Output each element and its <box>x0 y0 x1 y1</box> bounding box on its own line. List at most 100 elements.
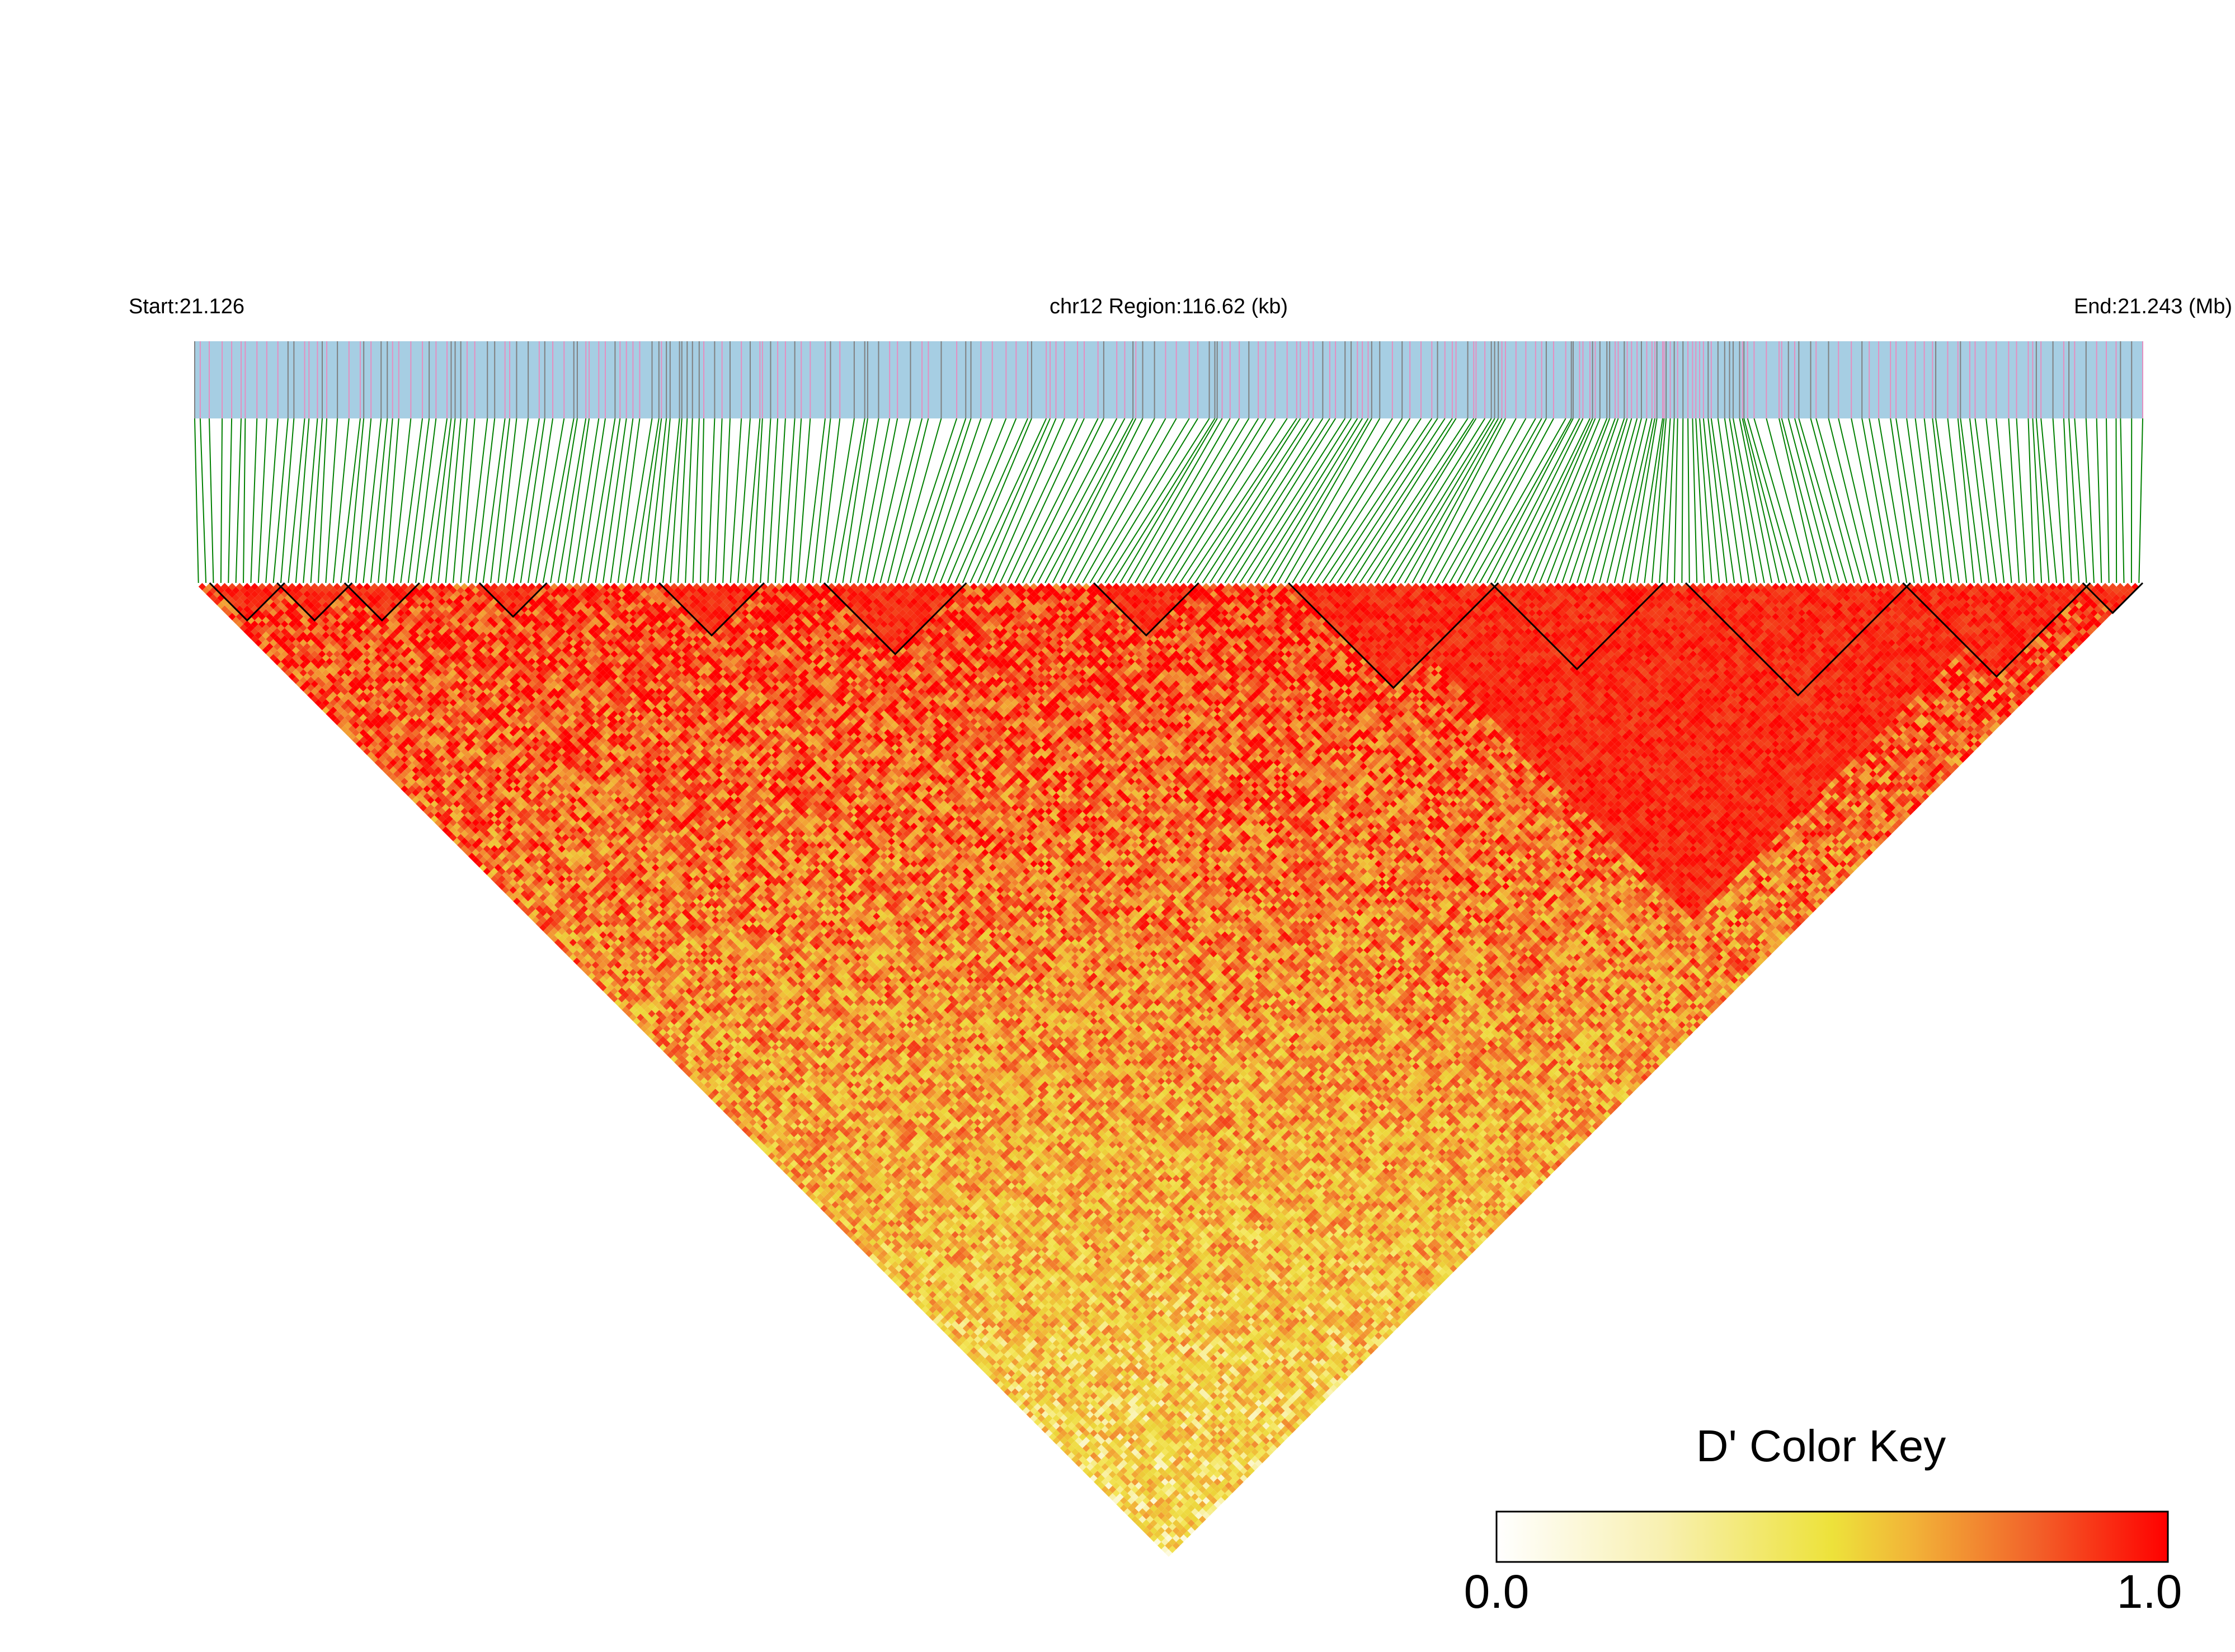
snp-connector <box>1828 418 1870 583</box>
ld-cell <box>861 1231 869 1239</box>
snp-connector <box>199 418 207 583</box>
ld-cell <box>344 714 352 722</box>
ld-cell <box>243 613 251 620</box>
ld-cell <box>1108 1493 1117 1501</box>
ld-cell <box>588 957 596 966</box>
snp-connector <box>992 418 1065 583</box>
ld-cell <box>389 774 397 782</box>
ld-cell <box>1146 1523 1154 1531</box>
ld-cell <box>591 976 600 984</box>
ld-cell <box>835 1212 843 1220</box>
ld-cell <box>880 1264 888 1273</box>
snp-connector <box>1441 418 1536 583</box>
ld-cell <box>273 650 281 658</box>
ld-cell <box>269 646 277 655</box>
snp-connector <box>2096 418 2102 583</box>
snp-connector <box>1277 418 1372 583</box>
snp-connector <box>295 418 310 583</box>
ld-cell <box>1015 1399 1023 1408</box>
ld-cell <box>921 1306 929 1314</box>
snp-connector <box>1007 418 1085 583</box>
ld-cell <box>389 766 397 774</box>
ld-cell <box>367 751 375 759</box>
ld-cell <box>370 747 379 756</box>
ld-cell <box>367 743 375 752</box>
snp-connector <box>1381 418 1485 583</box>
snp-connector <box>1878 418 1908 583</box>
ld-cell <box>509 893 517 902</box>
snp-connector <box>512 418 540 583</box>
snp-connector <box>1732 418 1765 583</box>
ld-cell <box>1090 1474 1098 1482</box>
ld-cell <box>554 931 562 939</box>
snp-connector <box>1906 418 1930 583</box>
ld-cell <box>865 1249 873 1258</box>
snp-connector <box>1606 418 1648 583</box>
ld-cell <box>303 688 311 695</box>
ld-cell <box>858 1227 865 1235</box>
ld-cell <box>827 1197 836 1205</box>
ld-cell <box>794 1178 802 1187</box>
snp-connector <box>572 418 600 583</box>
snp-connector <box>475 418 496 583</box>
snp-connector <box>2008 418 2020 583</box>
snp-connector <box>962 418 1032 583</box>
ld-cell <box>1071 1456 1079 1463</box>
ld-cell <box>569 946 577 954</box>
ld-cell <box>1116 1493 1124 1501</box>
ld-cell <box>737 1107 746 1115</box>
ld-cell <box>550 935 558 943</box>
snp-connector <box>1456 418 1547 583</box>
ld-cell <box>1097 1474 1105 1482</box>
ld-cell <box>1105 1489 1113 1497</box>
ld-cell <box>531 901 540 909</box>
ld-cell <box>1064 1448 1071 1456</box>
ld-cell <box>1127 1504 1135 1512</box>
ld-cell <box>318 703 326 710</box>
ld-cell <box>812 1189 821 1198</box>
snp-connector <box>1932 418 1952 583</box>
snp-connector <box>415 418 437 583</box>
ld-cell <box>1108 1485 1117 1494</box>
ld-cell <box>479 864 487 872</box>
ld-cell <box>898 1268 907 1276</box>
ld-cell <box>816 1201 824 1209</box>
snp-connector <box>887 418 929 583</box>
snp-connector <box>1753 418 1803 583</box>
ld-cell <box>876 1253 884 1262</box>
snp-connector <box>1584 418 1632 583</box>
ld-cell <box>393 763 401 770</box>
snp-connector <box>1673 418 1678 583</box>
snp-connector <box>1486 418 1574 583</box>
ld-cell <box>217 601 225 609</box>
ld-cell <box>704 1074 712 1081</box>
ld-cell <box>633 1010 641 1018</box>
snp-connector <box>1037 418 1126 583</box>
ld-cell <box>1079 1456 1086 1463</box>
snp-connector <box>1509 418 1591 583</box>
ld-cell <box>445 830 454 838</box>
snp-connector <box>1449 418 1542 583</box>
ld-cell <box>337 706 345 714</box>
ld-cell <box>408 785 416 793</box>
snp-connector <box>1531 418 1601 583</box>
ld-cell <box>476 845 483 853</box>
ld-cell <box>827 1204 836 1212</box>
ld-cell <box>550 928 558 935</box>
snp-connector <box>752 418 763 583</box>
ld-cell <box>1000 1377 1008 1385</box>
ld-cell <box>1101 1485 1109 1494</box>
ld-cell <box>992 1377 1000 1385</box>
ld-cell <box>404 781 412 789</box>
ld-cell <box>637 1006 644 1014</box>
ld-cell <box>730 1107 738 1115</box>
ld-cell <box>1131 1508 1139 1516</box>
ld-cell <box>569 939 577 947</box>
ld-cell <box>341 710 349 718</box>
snp-connector <box>1636 418 1663 583</box>
ld-cell <box>352 721 360 729</box>
snp-connector <box>1743 418 1787 583</box>
ld-cell <box>412 796 420 804</box>
ld-cell <box>794 1171 802 1179</box>
snp-connector <box>1179 418 1288 583</box>
